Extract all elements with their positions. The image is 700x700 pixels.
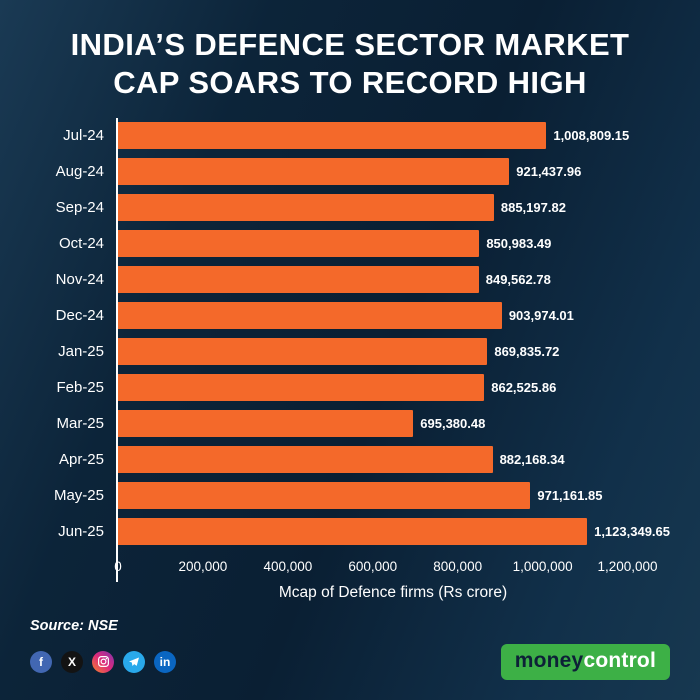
logo-text-secondary: control: [583, 648, 656, 672]
value-label: 850,983.49: [486, 236, 552, 252]
category-label: Oct-24: [58, 235, 104, 253]
x-tick-label: 400,000: [263, 558, 313, 574]
chart-row: May-25 971,161.85: [30, 477, 670, 514]
x-axis: 0 200,000 400,000 600,000 800,000 1,000,000 1,…: [30, 549, 670, 582]
x-ticks: 0 200,000 400,000 600,000 800,000 1,000,000 1,…: [114, 549, 670, 582]
plot-area: 850,983.49: [116, 225, 670, 262]
value-label: 1,008,809.15: [553, 128, 630, 144]
plot-area: 903,974.01: [116, 297, 670, 334]
plot-area: 862,525.86: [116, 369, 670, 406]
plot-area: 695,380.48: [116, 405, 670, 442]
plot-area: 971,161.85: [116, 477, 670, 514]
plot-area: 869,835.72: [116, 333, 670, 370]
value-label: 1,123,349.65: [594, 524, 670, 540]
x-tick-label: 600,000: [348, 558, 398, 574]
chart-row: Dec-24 903,974.01: [30, 297, 670, 334]
plot-area: 1,123,349.65: [116, 513, 670, 550]
x-tick-label: 1,000,000: [512, 558, 573, 574]
bar: [118, 338, 488, 366]
value-label: 885,197.82: [500, 200, 566, 216]
logo-text-primary: money: [514, 648, 584, 672]
chart-row: Sep-24 885,197.82: [30, 189, 670, 226]
chart-row: Aug-24 921,437.96: [30, 153, 670, 190]
chart-row: Jan-25 869,835.72: [30, 333, 670, 370]
title-line-1: INDIA’S DEFENCE SECTOR MARKET: [70, 27, 630, 62]
chart-row: Feb-25 862,525.86: [30, 369, 670, 406]
bar: [118, 518, 588, 546]
chart-rows: Jul-24 1,008,809.15 Aug-24 921,437.96 Sep-24…: [30, 117, 670, 550]
x-tick-label: 800,000: [433, 558, 483, 574]
moneycontrol-logo[interactable]: moneycontrol: [500, 643, 670, 680]
category-label: Feb-25: [56, 379, 104, 397]
x-tick-label: 0: [114, 558, 122, 574]
source-note: Source: NSE: [30, 617, 118, 634]
bar: [118, 410, 414, 438]
category-label: Jan-25: [58, 343, 104, 361]
title-line-2: CAP SOARS TO RECORD HIGH: [113, 64, 587, 100]
value-label: 882,168.34: [499, 452, 565, 468]
category-label: Sep-24: [55, 199, 104, 217]
axis-spacer: [30, 550, 116, 582]
plot-area: 1,008,809.15: [116, 117, 670, 154]
category-label: Nov-24: [55, 271, 104, 289]
category-label: May-25: [53, 487, 104, 505]
chart-row: Oct-24 850,983.49: [30, 225, 670, 262]
bar: [118, 266, 479, 294]
value-label: 903,974.01: [508, 308, 574, 324]
plot-area: 921,437.96: [116, 153, 670, 190]
instagram-icon[interactable]: [92, 650, 114, 673]
chart-row: Nov-24 849,562.78: [30, 261, 670, 298]
bar: [118, 158, 510, 186]
category-label: Apr-25: [58, 451, 104, 469]
plot-area: 849,562.78: [116, 261, 670, 298]
category-label: Dec-24: [55, 307, 104, 325]
value-label: 862,525.86: [491, 380, 557, 396]
page-title: INDIA’S DEFENCE SECTOR MARKET CAP SOARS …: [30, 26, 670, 102]
category-label: Jul-24: [63, 127, 104, 145]
bar-chart: Jul-24 1,008,809.15 Aug-24 921,437.96 Sep-24…: [30, 117, 670, 602]
bar: [118, 122, 547, 150]
value-label: 869,835.72: [494, 344, 560, 360]
category-label: Aug-24: [55, 163, 104, 181]
x-tick-label: 200,000: [178, 558, 228, 574]
chart-row: Jul-24 1,008,809.15: [30, 117, 670, 154]
x-axis-label: Mcap of Defence firms (Rs crore): [278, 583, 508, 601]
bar: [118, 374, 485, 402]
bar: [118, 302, 502, 330]
telegram-icon[interactable]: [123, 650, 145, 673]
chart-row: Apr-25 882,168.34: [30, 441, 670, 478]
value-label: 849,562.78: [485, 272, 551, 288]
x-tick-label: 1,200,000: [597, 558, 658, 574]
plot-area: 885,197.82: [116, 189, 670, 226]
chart-row: Mar-25 695,380.48: [30, 405, 670, 442]
bar: [118, 446, 493, 474]
value-label: 971,161.85: [537, 488, 603, 504]
linkedin-icon[interactable]: in: [154, 650, 176, 673]
category-label: Jun-25: [58, 523, 104, 541]
value-label: 695,380.48: [420, 416, 486, 432]
chart-row: Jun-25 1,123,349.65: [30, 513, 670, 550]
category-label: Mar-25: [56, 415, 104, 433]
plot-area: 882,168.34: [116, 441, 670, 478]
facebook-icon[interactable]: f: [30, 650, 52, 673]
bar: [118, 230, 480, 258]
value-label: 921,437.96: [516, 164, 582, 180]
x-icon[interactable]: X: [61, 650, 83, 673]
bar: [118, 482, 531, 510]
bar: [118, 194, 494, 222]
